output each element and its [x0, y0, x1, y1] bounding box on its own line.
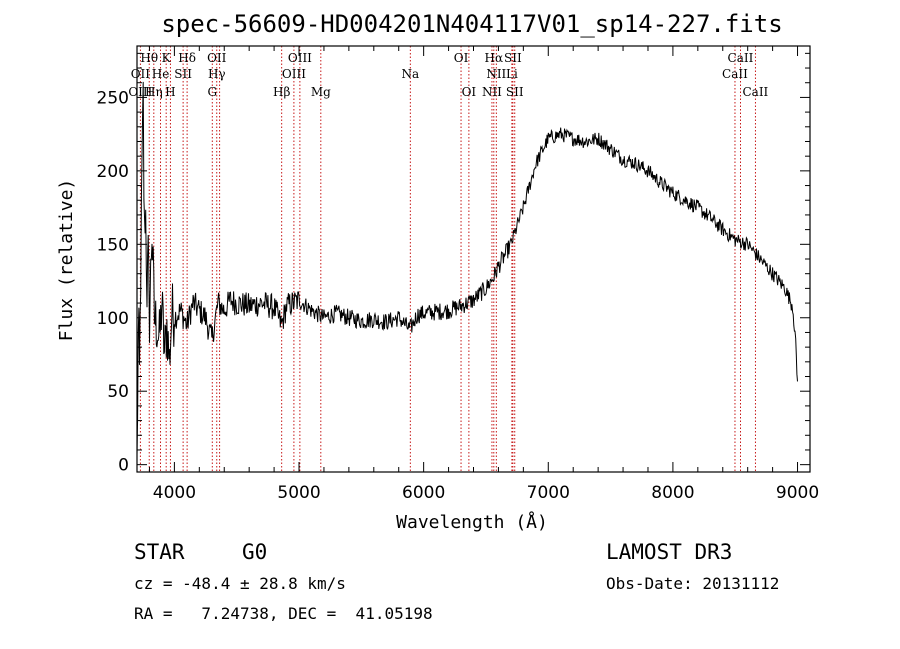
- line-marker-label: CaII: [722, 67, 748, 81]
- observation-date: Obs-Date: 20131112: [606, 574, 780, 593]
- line-marker-label: SII: [506, 85, 524, 99]
- line-marker-label: G: [207, 85, 217, 99]
- line-marker-label: He: [152, 67, 170, 81]
- line-marker-label: K: [162, 51, 172, 65]
- y-axis-label: Flux (relative): [56, 179, 77, 342]
- plot-frame: [136, 45, 811, 473]
- y-tick-label: 100: [97, 309, 129, 329]
- line-marker-label: OI: [462, 85, 477, 99]
- line-marker-label: SII: [504, 51, 522, 65]
- line-marker-label: Hδ: [178, 51, 196, 65]
- redshift-velocity: cz = -48.4 ± 28.8 km/s: [134, 574, 346, 593]
- y-tick-label: 150: [97, 235, 129, 255]
- line-marker-label: NII: [482, 85, 502, 99]
- line-marker-label: NII: [486, 67, 506, 81]
- line-marker-label: SII: [174, 67, 192, 81]
- object-type: STAR: [134, 540, 185, 564]
- y-tick-label: 200: [97, 162, 129, 182]
- line-marker-label: OI: [454, 51, 469, 65]
- line-marker-label: Hβ: [273, 85, 290, 99]
- survey-name: LAMOST DR3: [606, 540, 733, 564]
- chart-title: spec-56609-HD004201N404117V01_sp14-227.f…: [161, 10, 782, 38]
- line-marker-label: Hη: [145, 85, 163, 99]
- line-marker-label: OIII: [282, 67, 306, 81]
- line-marker-label: Hα: [485, 51, 504, 65]
- line-marker-label: OIII: [288, 51, 312, 65]
- coordinates: RA = 7.24738, DEC = 41.05198: [134, 604, 433, 623]
- y-axis-ticks: 0 50 100 150 200 250: [97, 52, 810, 476]
- y-tick-label: 0: [118, 456, 129, 476]
- x-tick-label: 7000: [527, 483, 570, 503]
- spectral-subclass: G0: [242, 540, 268, 564]
- marker-lines: [139, 46, 756, 472]
- x-tick-label: 5000: [277, 483, 320, 503]
- line-marker-label: Mg: [311, 85, 331, 99]
- x-axis-label: Wavelength (Å): [396, 511, 548, 533]
- x-axis-ticks: 4000 5000 6000 7000 8000 9000: [148, 46, 819, 503]
- x-tick-label: 4000: [153, 483, 196, 503]
- x-tick-label: 6000: [402, 483, 445, 503]
- x-tick-label: 9000: [776, 483, 819, 503]
- line-marker-label: OII: [207, 51, 227, 65]
- line-marker-label: Na: [401, 67, 419, 81]
- spectrum-line: [136, 81, 798, 455]
- line-marker-label: Hθ: [140, 51, 158, 65]
- line-marker-label: Hγ: [208, 67, 226, 81]
- y-tick-label: 50: [107, 382, 129, 402]
- line-marker-label: Li: [506, 67, 518, 81]
- x-tick-label: 8000: [651, 483, 694, 503]
- y-tick-label: 250: [97, 88, 129, 108]
- line-marker-label: OIII: [128, 85, 152, 99]
- line-marker-label: CaII: [728, 51, 754, 65]
- line-marker-label: H: [165, 85, 175, 99]
- line-marker-label: OII: [131, 67, 151, 81]
- line-marker-label: CaII: [742, 85, 768, 99]
